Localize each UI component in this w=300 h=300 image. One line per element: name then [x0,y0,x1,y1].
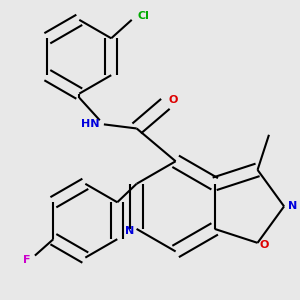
Text: HN: HN [81,119,100,129]
Text: F: F [23,255,31,265]
Text: Cl: Cl [138,11,150,21]
Text: N: N [125,226,134,236]
Text: N: N [288,201,297,212]
Text: O: O [259,240,268,250]
Text: O: O [169,95,178,105]
